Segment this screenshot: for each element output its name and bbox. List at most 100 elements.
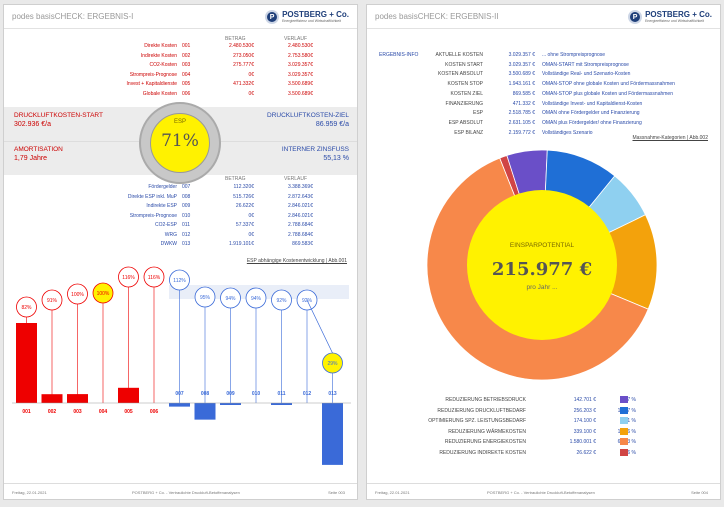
percent-bubble xyxy=(245,287,267,309)
cost-label: Strompreis-Prognose xyxy=(129,71,177,78)
info-desc: Vollständige Real- und Szenario-Kosten xyxy=(542,71,631,78)
legend-swatch xyxy=(620,438,628,446)
esp-row-verlauf: 2.872.643€ xyxy=(287,193,313,200)
esp-row-verlauf: 869.583€ xyxy=(292,241,313,247)
percent-label: 92% xyxy=(276,298,287,304)
page-footer: Freitag, 22.01.2021 POSTBERG + Co. - Ver… xyxy=(4,483,357,499)
category-label: 005 xyxy=(124,409,133,415)
legend-swatch xyxy=(620,396,628,403)
cost-betrag: 471.332€ xyxy=(233,81,254,87)
start-label: DRUCKLUFTKOSTEN-START xyxy=(14,112,103,119)
info-desc: OMAN-STOP ohne globale Kosten und Förder… xyxy=(542,81,675,88)
cost-code: 006 xyxy=(182,90,191,97)
info-value: 869.585 € xyxy=(512,90,535,97)
info-value: 1.943.161 € xyxy=(508,81,535,88)
start-value: 302.936 €/a xyxy=(14,121,51,128)
esp-row-betrag: 0€ xyxy=(248,231,254,238)
cost-verlauf: 3.029.357€ xyxy=(287,62,313,68)
cost-betrag: 275.777€ xyxy=(233,62,254,68)
col-betrag: BETRAG xyxy=(225,36,246,42)
footer-page: Seite 004 xyxy=(691,490,708,495)
esp-row-verlauf: 2.846.021€ xyxy=(287,212,313,219)
percent-bubble xyxy=(220,287,241,309)
legend-value: 174.100 € xyxy=(573,418,596,425)
cost-verlauf: 2.480.530€ xyxy=(287,43,313,49)
legend-percent: 6,91 % xyxy=(620,418,636,425)
info-value: 3.500.689 € xyxy=(508,71,535,78)
esp-row-betrag: 1.919.101€ xyxy=(228,241,254,247)
info-desc: ... ohne Strompreisprognose xyxy=(542,52,606,58)
esp-row-betrag: 0€ xyxy=(248,212,254,219)
info-desc: Vollständige Invest- und Kapitaldienst-K… xyxy=(542,100,643,107)
percent-label: 100% xyxy=(97,291,110,297)
cost-betrag: 0€ xyxy=(248,71,254,78)
esp-row-label: Direkte ESP inkl. MuP xyxy=(127,193,177,200)
esp-row-code: 013 xyxy=(182,241,191,247)
bar-009 xyxy=(220,403,241,405)
bar-013 xyxy=(322,403,343,465)
esp-row-code: 007 xyxy=(182,184,191,190)
page-title: podes basisCHECK: ERGEBNIS-II xyxy=(375,12,499,21)
info-label: ESP ABSOLUT xyxy=(448,119,483,126)
percent-label: 94% xyxy=(251,296,262,302)
cost-code: 001 xyxy=(182,43,191,49)
category-label: 010 xyxy=(252,391,261,397)
cost-verlauf: 2.753.580€ xyxy=(287,52,313,59)
esp-gauge-inner xyxy=(150,113,210,173)
ziel-label: DRUCKLUFTKOSTEN-ZIEL xyxy=(267,112,349,119)
logo-name: POSTBERG + Co. xyxy=(645,9,712,19)
category-label: 008 xyxy=(201,391,210,397)
legend-value: 256.203 € xyxy=(573,407,596,414)
esp-row-label: WRG xyxy=(164,231,177,238)
legend-percent: 5,67 % xyxy=(620,397,636,403)
cost-label: Invest + Kapitaldienste xyxy=(126,81,177,87)
cost-betrag: 0€ xyxy=(248,90,254,97)
percent-label: 94% xyxy=(225,296,236,302)
percent-bubble xyxy=(118,266,139,288)
legend-label: REDUZIERUNG INDIREKTE KOSTEN xyxy=(439,450,526,456)
col-verlauf-2: VERLAUF xyxy=(284,176,308,182)
cost-code: 005 xyxy=(182,81,191,87)
esp-value: 71% xyxy=(161,131,199,151)
zins-value: 55,13 % xyxy=(323,155,349,162)
page-ergebnis-1: podes basisCHECK: ERGEBNIS-I P POSTBERG … xyxy=(3,4,358,500)
esp-row-verlauf: 2.788.684€ xyxy=(287,231,313,238)
donut-center xyxy=(467,190,617,340)
esp-row-verlauf: 2.846.021€ xyxy=(287,203,313,209)
page-footer: Freitag, 22.01.2021 POSTBERG + Co. - Ver… xyxy=(367,483,720,499)
col-betrag-2: BETRAG xyxy=(225,176,246,182)
category-label: 004 xyxy=(99,409,108,415)
amort-label: AMORTISATION xyxy=(14,146,63,153)
center-unit: pro Jahr ... xyxy=(526,284,558,291)
percent-label: 116% xyxy=(122,275,135,281)
bar-008 xyxy=(194,403,216,420)
percent-label: 116% xyxy=(148,275,161,281)
center-label: EINSPARPOTENTIAL xyxy=(509,242,575,249)
percent-label: 82% xyxy=(21,305,32,311)
info-value: 471.332 € xyxy=(512,100,535,107)
info-label: KOSTEN ABSOLUT xyxy=(437,71,483,78)
cost-code: 004 xyxy=(182,71,191,78)
esp-row-betrag: 515.726€ xyxy=(233,193,254,200)
info-label: KOSTEN START xyxy=(445,61,483,68)
legend-swatch xyxy=(620,427,628,435)
legend-label: REDUZIERUNG BETRIEBSDRUCK xyxy=(445,397,526,403)
category-label: 009 xyxy=(226,391,235,397)
bar-007 xyxy=(169,403,190,407)
info-label: KOSTEN ZIEL xyxy=(450,90,483,97)
info-desc: OMAN plus Fördergelder/ ohne Finanzierun… xyxy=(542,119,642,126)
esp-row-label: CO2-ESP xyxy=(155,222,177,228)
percent-bubble xyxy=(41,289,63,311)
zins-label: INTERNER ZINSFUSS xyxy=(281,146,349,153)
footer-date: Freitag, 22.01.2021 xyxy=(375,490,410,495)
category-label: 006 xyxy=(150,409,159,415)
footer-company: POSTBERG + Co. - Vertraulichte Druckluft… xyxy=(132,490,240,495)
esp-row-label: Fördergelder xyxy=(148,184,177,190)
ziel-value: 86.959 €/a xyxy=(315,121,349,128)
esp-row-verlauf: 2.788.684€ xyxy=(287,222,313,228)
info-value: 2.159.772 € xyxy=(508,129,535,136)
bar-005 xyxy=(118,387,139,403)
postberg-logo: P POSTBERG + Co. Energieeffizienz und Wi… xyxy=(628,9,712,25)
logo-sub: Energieeffizienz und Wirtschaftlichkeit xyxy=(645,18,704,23)
page-title: podes basisCHECK: ERGEBNIS-I xyxy=(12,12,134,21)
